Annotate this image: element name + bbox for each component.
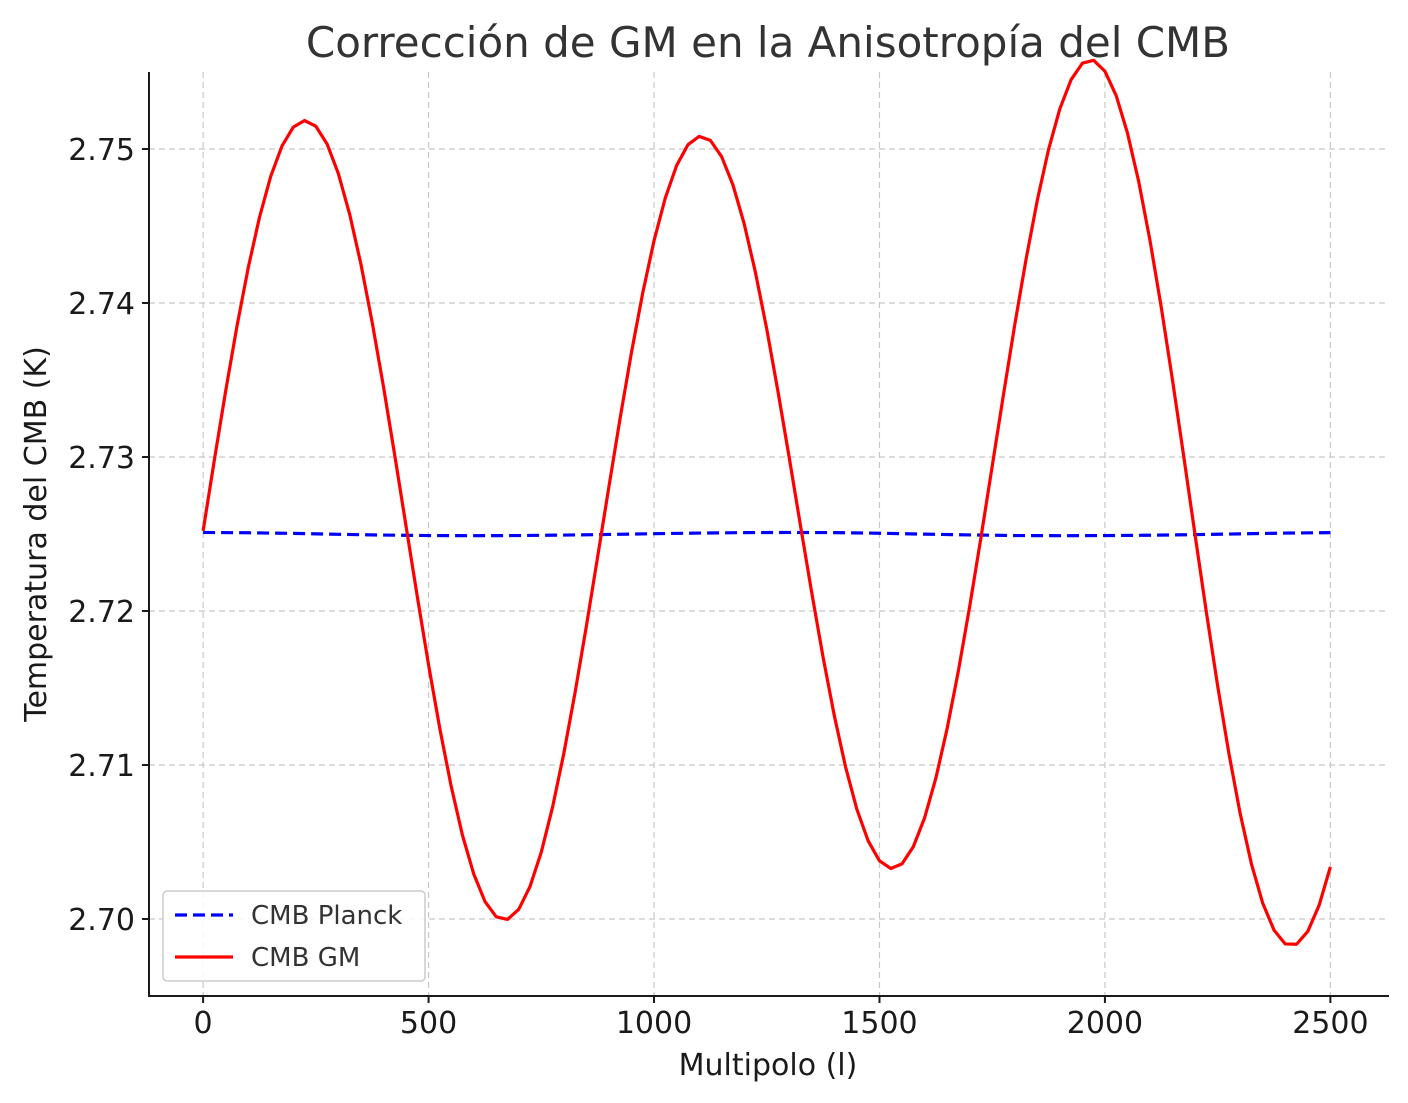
- y-tick-label-2: 2.72: [68, 595, 135, 630]
- y-tick-label-4: 2.74: [68, 287, 135, 322]
- y-tick-label-3: 2.73: [68, 441, 135, 476]
- x-tick-label-3: 1500: [841, 1006, 917, 1041]
- y-tick-label-0: 2.70: [68, 903, 135, 938]
- series-lines: [201, 58, 1332, 946]
- x-tick-label-2: 1000: [616, 1006, 692, 1041]
- x-tick-label-4: 2000: [1067, 1006, 1143, 1041]
- legend: CMB Planck CMB GM: [162, 890, 426, 982]
- legend-label-1: CMB GM: [251, 943, 360, 973]
- x-axis-label: Multipolo (l): [679, 1048, 858, 1083]
- x-tick-label-1: 500: [400, 1006, 457, 1041]
- y-ticks: 2.70 2.71 2.72 2.73 2.74 2.75: [68, 133, 149, 938]
- axis-spines: [148, 72, 1389, 997]
- series-line-cmb-gm: [201, 58, 1332, 946]
- y-tick-label-1: 2.71: [68, 749, 135, 784]
- x-tick-label-0: 0: [194, 1006, 213, 1041]
- y-axis-label: Temperatura del CMB (K): [19, 346, 54, 723]
- y-tick-label-5: 2.75: [68, 133, 135, 168]
- chart-title: Corrección de GM en la Anisotropía del C…: [306, 18, 1230, 67]
- axes: [148, 72, 1389, 997]
- x-ticks: 0 500 1000 1500 2000 2500: [194, 996, 1369, 1041]
- x-tick-label-5: 2500: [1292, 1006, 1368, 1041]
- legend-label-0: CMB Planck: [251, 901, 402, 931]
- series-line-cmb-planck: [203, 530, 1331, 538]
